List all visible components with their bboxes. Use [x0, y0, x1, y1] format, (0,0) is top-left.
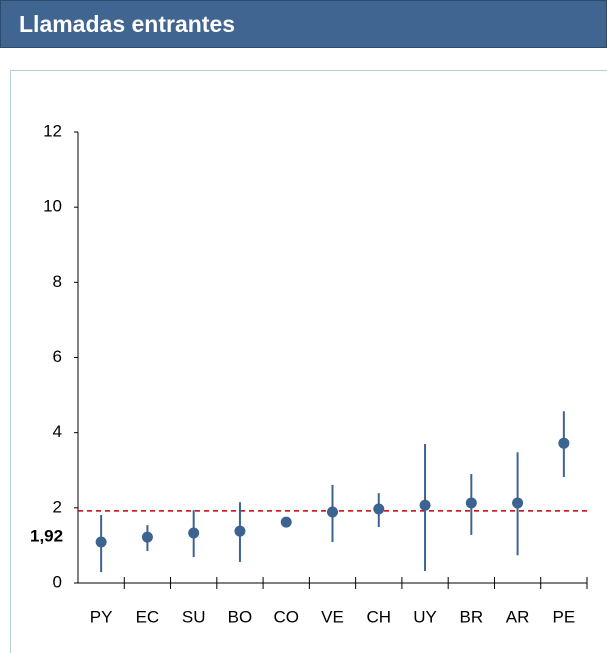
x-tick-label: EC — [136, 607, 160, 626]
dot — [373, 503, 385, 515]
title: Llamadas entrantes — [19, 11, 236, 37]
y-tick-label: 2 — [53, 497, 62, 516]
y-tick-label: 10 — [43, 197, 62, 216]
dot — [141, 531, 153, 543]
dot — [188, 527, 200, 539]
panel — [10, 70, 607, 653]
y-tick-label: 6 — [53, 347, 62, 366]
reference-label: 1,92 — [30, 526, 63, 545]
dot — [512, 497, 524, 509]
dot — [558, 437, 570, 449]
y-tick-label: 4 — [53, 422, 62, 441]
dot — [280, 516, 292, 528]
x-tick-label: CO — [273, 607, 299, 626]
dot — [234, 525, 246, 537]
x-tick-label: AR — [506, 607, 530, 626]
y-tick-label: 0 — [53, 572, 62, 591]
x-tick-label: UY — [413, 607, 437, 626]
x-tick-label: BO — [228, 607, 253, 626]
x-tick-label: BR — [460, 607, 484, 626]
dot — [465, 497, 477, 509]
x-tick-label: VE — [321, 607, 344, 626]
x-tick-label: CH — [366, 607, 391, 626]
y-tick-label: 8 — [53, 272, 62, 291]
dot — [95, 536, 107, 548]
dot — [327, 506, 338, 518]
y-tick-label: 12 — [43, 121, 62, 140]
x-tick-label: SU — [182, 607, 206, 626]
dot — [419, 499, 431, 511]
x-tick-label: PY — [90, 607, 113, 626]
x-tick-label: PE — [553, 607, 576, 626]
title-bar: Llamadas entrantes — [0, 0, 607, 48]
